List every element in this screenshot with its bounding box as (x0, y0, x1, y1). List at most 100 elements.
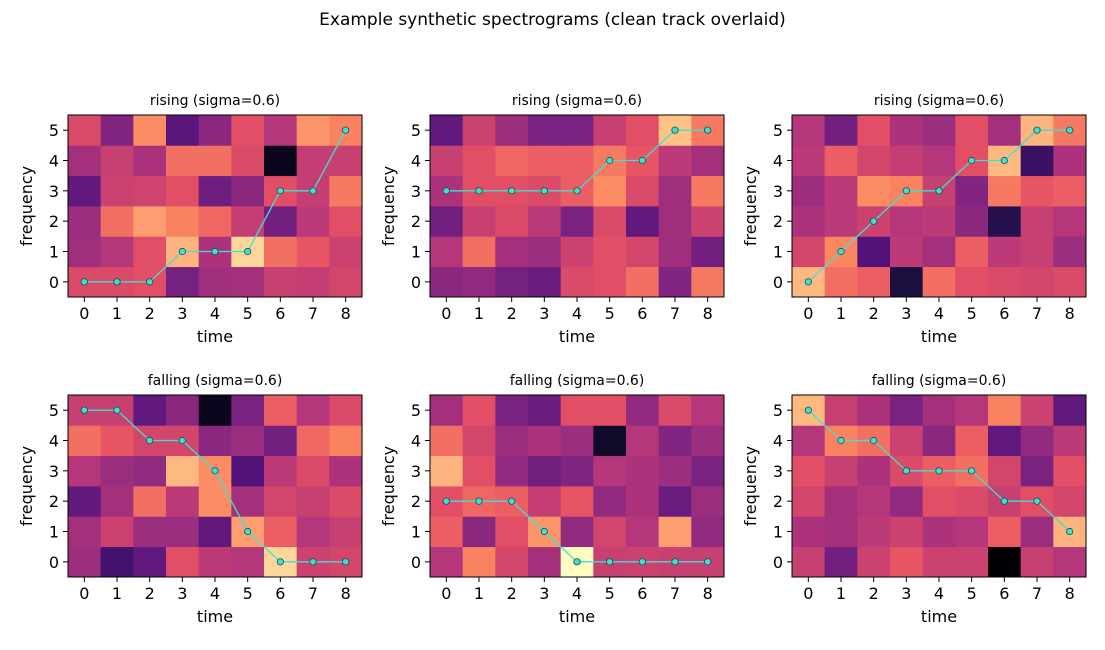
heatmap-cell (626, 395, 660, 426)
track-point (1000, 156, 1008, 165)
x-axis-label: time (197, 327, 233, 346)
track-point (342, 126, 350, 134)
track-point (804, 278, 812, 286)
heatmap-cell (691, 236, 725, 268)
track-point (902, 187, 910, 195)
heatmap-cell (296, 206, 330, 237)
heatmap-cell (296, 395, 330, 426)
y-tick-label: 4 (773, 432, 783, 451)
heatmap-cell (100, 486, 134, 517)
x-tick-label: 3 (539, 304, 549, 323)
heatmap-cell (296, 145, 330, 177)
heatmap-cell (133, 455, 167, 487)
x-tick-label: 4 (572, 584, 582, 603)
track-point (342, 558, 350, 566)
heatmap-cell (560, 395, 594, 426)
x-tick-label: 7 (670, 584, 680, 603)
x-tick-label: 7 (308, 584, 318, 603)
heatmap-cell (922, 115, 956, 146)
y-tick-label: 3 (411, 462, 421, 481)
heatmap-cell (857, 175, 891, 207)
heatmap-cell (133, 516, 167, 548)
track-point (113, 278, 121, 286)
y-tick-label: 5 (411, 401, 421, 420)
subplot-title: falling (sigma=0.6) (510, 373, 645, 389)
heatmap-cell (198, 425, 232, 457)
heatmap-cell (430, 206, 464, 237)
heatmap-cell (857, 395, 891, 426)
x-axis-label: time (197, 607, 233, 626)
track-point (442, 187, 450, 195)
track-point (540, 527, 548, 536)
heatmap-cell (792, 175, 826, 207)
heatmap-cell (100, 115, 134, 146)
track-point (870, 436, 878, 445)
x-tick-label: 2 (869, 584, 879, 603)
y-tick-label: 4 (49, 432, 59, 451)
heatmap-cell (133, 546, 167, 578)
heatmap-cell (1053, 546, 1087, 578)
track-point (178, 436, 186, 445)
y-axis-label: frequency (17, 446, 36, 526)
heatmap-cell (1020, 516, 1054, 548)
heatmap-cell (528, 236, 562, 268)
heatmap-cell (462, 115, 496, 146)
y-tick-label: 2 (411, 492, 421, 511)
heatmap-cell (560, 115, 594, 146)
heatmap-cell (824, 206, 858, 237)
heatmap-cell (593, 395, 627, 426)
heatmap-cell (264, 266, 298, 298)
track-point (508, 187, 516, 195)
heatmap-cell (857, 145, 891, 177)
x-tick-label: 4 (572, 304, 582, 323)
heatmap-cell (988, 175, 1022, 207)
heatmap-cell (528, 425, 562, 457)
track-point (146, 436, 154, 445)
y-tick-label: 2 (49, 492, 59, 511)
y-tick-label: 2 (411, 212, 421, 231)
heatmap-cell (166, 516, 200, 548)
track-point (211, 467, 219, 475)
heatmap-cell (495, 425, 529, 457)
track-point (638, 558, 646, 566)
track-point (638, 156, 646, 165)
heatmap-cell (231, 455, 265, 487)
heatmap-cell (430, 425, 464, 457)
heatmap-cell (792, 486, 826, 517)
heatmap-cell (133, 175, 167, 207)
track-point (309, 558, 317, 566)
heatmap-cell (792, 516, 826, 548)
y-tick-label: 3 (49, 462, 59, 481)
y-tick-label: 5 (773, 401, 783, 420)
heatmap-cell (166, 206, 200, 237)
y-axis-label: frequency (17, 166, 36, 246)
track-point (704, 558, 712, 566)
x-tick-label: 0 (441, 584, 451, 603)
heatmap-cell (890, 145, 924, 177)
heatmap-cell (198, 145, 232, 177)
heatmap-cell (68, 455, 102, 487)
heatmap-cell (296, 266, 330, 298)
x-tick-label: 1 (474, 304, 484, 323)
heatmap-cell (462, 266, 496, 298)
heatmap-cell (593, 516, 627, 548)
x-tick-label: 2 (145, 584, 155, 603)
heatmap-cell (198, 175, 232, 207)
x-tick-label: 7 (1032, 584, 1042, 603)
heatmap-cell (528, 206, 562, 237)
x-axis-label: time (921, 607, 957, 626)
track-point (1066, 126, 1074, 134)
heatmap-cell (955, 175, 989, 207)
subplot-1: rising (sigma=0.6) 0 1 2 3 4 5 6 7 8 0 1 2 3 4 5 time fre… (17, 93, 363, 346)
subplot-4: falling (sigma=0.6) 0 1 2 3 4 5 6 7 8 0 1 2 3 4 5 time fr… (17, 373, 363, 626)
heatmap-cell (198, 486, 232, 517)
heatmap-cell (955, 266, 989, 298)
heatmap-cell (198, 546, 232, 578)
heatmap-cell (988, 206, 1022, 237)
heatmap-cell (198, 266, 232, 298)
heatmap-cell (560, 516, 594, 548)
heatmap-cell (658, 206, 692, 237)
heatmap-cell (68, 425, 102, 457)
heatmap-cell (296, 115, 330, 146)
x-tick-label: 5 (967, 304, 977, 323)
